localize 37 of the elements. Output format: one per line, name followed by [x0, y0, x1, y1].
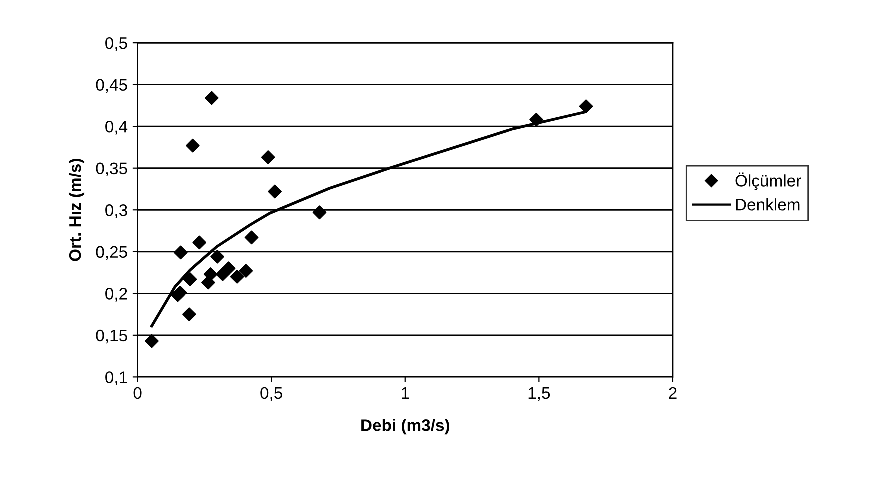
point: [530, 113, 544, 127]
point: [145, 334, 159, 348]
point: [182, 308, 196, 322]
point: [186, 138, 200, 153]
legend-label: Denklem: [736, 198, 800, 211]
point: [230, 270, 244, 284]
y-tick-label: 0,45: [96, 79, 128, 94]
y-tick-label: 0,35: [96, 162, 128, 177]
y-tick-label: 0,1: [106, 372, 128, 386]
y-axis-title: Ort. Hız (m/s): [68, 159, 85, 262]
y-tick-label: 0,2: [106, 288, 128, 302]
y-tick-label: 0,25: [96, 246, 128, 260]
y-tick-label: 0,5: [106, 37, 128, 52]
point: [261, 150, 276, 164]
x-tick-label: 2: [669, 387, 677, 399]
point: [173, 286, 188, 300]
point: [579, 100, 594, 114]
y-tick-label: 0,15: [96, 330, 128, 344]
y-tick-label: 0,4: [106, 120, 128, 135]
legend-label: Ölçümler: [736, 172, 802, 190]
point: [204, 268, 218, 282]
point: [222, 262, 236, 276]
point: [192, 236, 207, 250]
x-tick-label: 1: [402, 388, 410, 399]
point: [244, 230, 259, 245]
x-tick-label: 1,5: [528, 388, 550, 402]
point: [239, 264, 254, 278]
point: [312, 206, 327, 220]
point: [174, 246, 188, 260]
point: [210, 250, 224, 264]
x-tick-label: 0: [134, 387, 142, 400]
point: [268, 184, 282, 199]
y-tick-label: 0,3: [106, 204, 128, 218]
x-axis-title: Debi (m3/s): [362, 419, 450, 435]
point: [183, 272, 198, 286]
x-tick-label: 0,5: [260, 387, 282, 402]
point: [205, 91, 219, 106]
